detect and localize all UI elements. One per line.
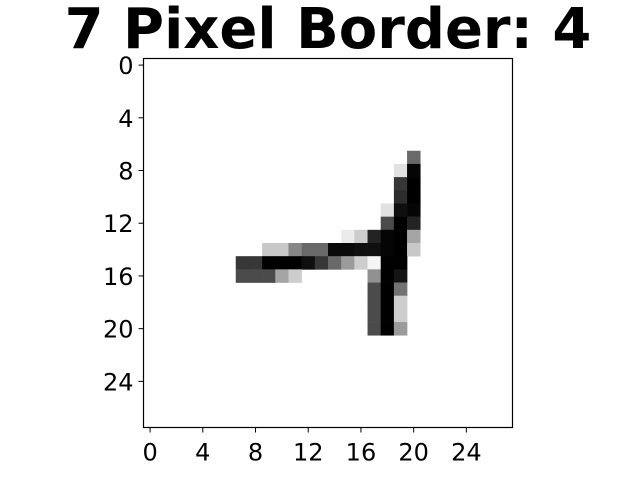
y-tick-label: 12 — [103, 210, 134, 238]
pixel-cell — [393, 177, 408, 191]
pixel-cell — [393, 163, 408, 178]
pixel-cell — [275, 243, 289, 257]
pixel-cell — [354, 243, 368, 257]
pixel-cell — [367, 308, 382, 323]
pixel-cell — [301, 243, 316, 257]
pixel-cell — [354, 256, 368, 270]
pixel-cell — [288, 269, 302, 283]
pixel-cell — [380, 216, 395, 231]
y-tick-label: 16 — [103, 263, 134, 291]
pixel-cell — [262, 256, 276, 270]
pixel-cell — [407, 150, 421, 165]
x-tick-label: 8 — [248, 439, 263, 467]
y-tick-label: 4 — [118, 105, 133, 133]
pixel-cell — [380, 308, 395, 323]
pixel-cell — [393, 282, 408, 297]
x-axis: 0 4 8 12 16 20 24 — [142, 427, 482, 467]
pixel-cell — [380, 322, 395, 336]
pixel-cell — [380, 203, 395, 217]
pixel-cell — [393, 190, 408, 204]
chart-title: 7 Pixel Border: 4 — [65, 0, 592, 62]
x-tick-label: 16 — [346, 439, 377, 467]
pixel-cell — [380, 282, 395, 297]
pixel-cell — [407, 177, 421, 191]
pixel-cell — [275, 256, 289, 270]
pixel-cell — [407, 243, 421, 257]
pixel-cell — [380, 229, 395, 244]
pixel-cell — [380, 243, 395, 257]
pixel-cell — [367, 256, 382, 270]
pixel-cell — [393, 269, 408, 283]
pixel-cell — [393, 322, 408, 336]
pixel-cell — [393, 256, 408, 270]
y-tick-label: 0 — [118, 52, 133, 80]
pixel-cell — [248, 256, 263, 270]
pixel-cell — [393, 203, 408, 217]
pixel-cell — [235, 269, 250, 283]
y-tick-label: 8 — [118, 158, 133, 186]
x-tick-label: 20 — [398, 439, 429, 467]
pixel-cell — [262, 243, 276, 257]
pixel-cell — [235, 256, 250, 270]
pixel-cell — [301, 256, 316, 270]
pixel-cell — [367, 295, 382, 310]
pixel-cell — [328, 243, 342, 257]
pixel-cell — [288, 243, 302, 257]
axes-frame — [142, 57, 514, 429]
pixel-cell — [380, 295, 395, 310]
pixel-cell — [393, 216, 408, 231]
pixel-cell — [393, 295, 408, 310]
pixel-cell — [314, 256, 329, 270]
pixel-cell — [341, 229, 355, 244]
x-tick-label: 12 — [293, 439, 324, 467]
x-tick-label: 24 — [451, 439, 482, 467]
pixel-cell — [314, 243, 329, 257]
pixel-cell — [354, 229, 368, 244]
pixel-cell — [407, 190, 421, 204]
pixel-cell — [288, 256, 302, 270]
y-tick-label: 20 — [103, 316, 134, 344]
pixel-cell — [407, 203, 421, 217]
pixel-cell — [341, 243, 355, 257]
pixel-cell — [341, 256, 355, 270]
pixel-cell — [367, 282, 382, 297]
pixel-cell — [328, 256, 342, 270]
pixel-cell — [407, 229, 421, 244]
y-axis: 0 4 8 12 16 20 24 — [103, 52, 144, 396]
pixel-cell — [380, 269, 395, 283]
pixel-cell — [393, 243, 408, 257]
pixel-cell — [407, 216, 421, 231]
x-tick-label: 4 — [195, 439, 210, 467]
pixel-cell — [367, 322, 382, 336]
pixel-cell — [367, 229, 382, 244]
pixel-cell — [262, 269, 276, 283]
x-tick-label: 0 — [142, 439, 157, 467]
pixel-cell — [393, 308, 408, 323]
pixel-cell — [380, 256, 395, 270]
pixel-cell — [248, 269, 263, 283]
pixel-cell — [407, 163, 421, 178]
pixel-cell — [393, 229, 408, 244]
y-tick-label: 24 — [103, 368, 134, 396]
pixel-grid — [235, 150, 421, 336]
pixel-cell — [275, 269, 289, 283]
pixel-cell — [367, 243, 382, 257]
pixel-cell — [367, 269, 382, 283]
